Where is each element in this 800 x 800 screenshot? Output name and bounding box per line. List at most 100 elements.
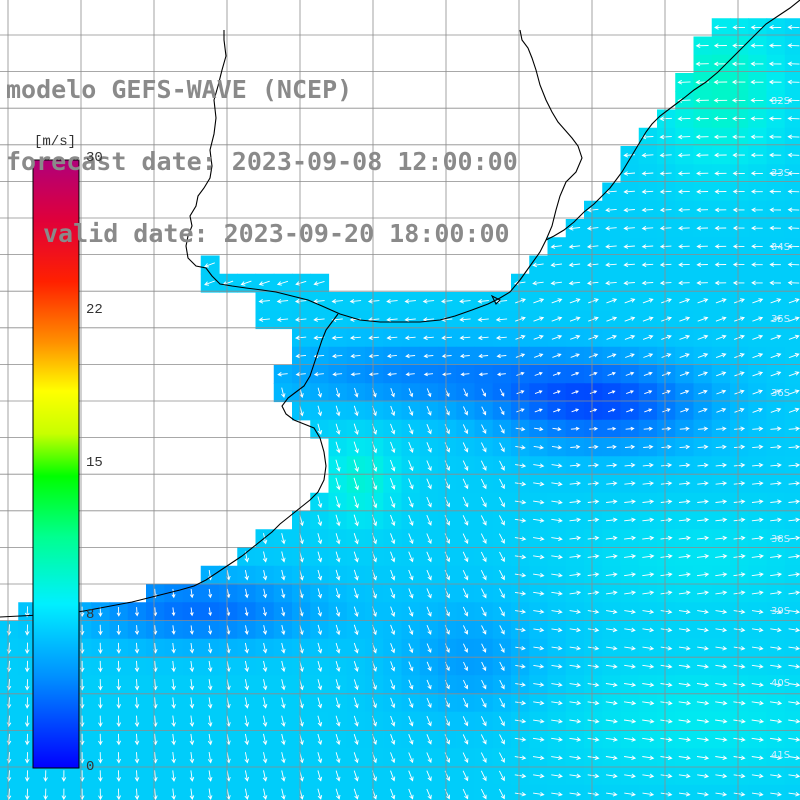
wind-arrow <box>480 716 487 727</box>
wind-arrow <box>335 459 341 472</box>
wind-arrow <box>715 590 728 596</box>
wind-arrow <box>750 43 764 48</box>
wind-arrow <box>606 334 617 340</box>
wind-arrow <box>533 718 545 724</box>
wind-arrow <box>770 682 783 688</box>
wind-arrow <box>262 607 267 617</box>
wind-arrow <box>244 570 249 581</box>
wind-arrow <box>408 661 414 672</box>
wind-arrow <box>553 390 561 395</box>
wind-arrow <box>769 225 782 231</box>
wind-arrow <box>98 752 103 764</box>
wind-arrow <box>733 517 746 523</box>
wind-arrow <box>478 372 488 377</box>
wind-arrow <box>294 317 307 322</box>
wind-arrow <box>624 609 636 615</box>
wind-arrow <box>550 262 562 268</box>
wind-arrow <box>281 387 286 399</box>
wind-arrow <box>390 423 396 435</box>
wind-arrow <box>606 791 618 797</box>
wind-arrow <box>678 700 692 706</box>
wind-arrow <box>587 627 600 633</box>
wind-arrow <box>587 517 600 523</box>
wind-arrow <box>659 207 672 213</box>
wind-arrow <box>331 299 343 304</box>
wind-vectors <box>6 24 800 800</box>
wind-arrow <box>295 335 307 341</box>
wind-arrow <box>208 607 212 617</box>
wind-arrow <box>480 460 487 471</box>
wind-arrow <box>171 625 176 635</box>
wind-arrow <box>751 244 763 249</box>
wind-speed-cell <box>474 784 494 800</box>
wind-arrow <box>390 551 396 563</box>
wind-arrow <box>569 535 582 541</box>
wind-arrow <box>408 624 414 636</box>
wind-arrow <box>569 590 582 596</box>
wind-arrow <box>678 627 691 633</box>
wind-arrow <box>788 791 800 797</box>
wind-arrow <box>514 791 527 797</box>
wind-arrow <box>386 335 398 341</box>
wind-arrow <box>696 207 709 213</box>
wind-arrow <box>335 569 341 581</box>
wind-arrow <box>678 664 691 669</box>
wind-arrow <box>423 353 434 359</box>
wind-arrow <box>551 645 563 651</box>
wind-arrow <box>533 627 545 633</box>
wind-arrow <box>680 389 690 395</box>
wind-arrow <box>678 609 691 615</box>
wind-arrow <box>679 353 690 359</box>
wind-arrow <box>332 372 343 377</box>
wind-arrow <box>641 171 654 176</box>
wind-arrow <box>462 625 469 635</box>
wind-arrow <box>587 535 600 541</box>
wind-arrow <box>478 353 489 359</box>
wind-speed-cell <box>547 784 567 800</box>
wind-arrow <box>551 334 563 340</box>
wind-arrow <box>679 334 691 340</box>
wind-arrow <box>770 627 782 633</box>
wind-arrow <box>353 496 359 509</box>
wind-arrow <box>551 718 563 724</box>
wind-arrow <box>426 661 432 672</box>
wind-arrow <box>642 645 655 651</box>
wind-arrow <box>695 98 709 103</box>
wind-arrow <box>752 426 764 432</box>
wind-arrow <box>408 460 414 472</box>
wind-arrow <box>733 773 746 779</box>
wind-arrow <box>605 517 618 523</box>
wind-arrow <box>171 715 176 728</box>
wind-arrow <box>262 551 268 563</box>
wind-arrow <box>335 441 341 454</box>
wind-arrow <box>679 462 691 468</box>
wind-arrow <box>171 788 176 800</box>
wind-arrow <box>713 79 728 85</box>
wind-arrow <box>750 152 764 158</box>
wind-arrow <box>390 734 396 745</box>
wind-arrow <box>715 553 728 559</box>
wind-arrow <box>624 590 637 596</box>
wind-arrow <box>787 61 800 67</box>
wind-arrow <box>642 682 655 688</box>
wind-speed-cell <box>784 638 800 658</box>
wind-arrow <box>295 353 307 359</box>
wind-arrow <box>770 791 782 797</box>
wind-arrow <box>787 225 800 231</box>
wind-speed-cell <box>784 675 800 695</box>
wind-arrow <box>244 642 249 654</box>
wind-arrow <box>751 535 764 541</box>
wind-speed-cell <box>255 784 275 800</box>
wind-arrow <box>98 660 103 673</box>
wind-arrow <box>281 697 286 709</box>
wind-arrow <box>353 679 359 691</box>
wind-arrow <box>244 788 250 800</box>
wind-arrow <box>679 426 690 431</box>
wind-arrow <box>587 718 600 724</box>
wind-arrow <box>750 189 763 194</box>
wind-arrow <box>714 262 727 267</box>
wind-arrow <box>404 335 416 341</box>
wind-arrow <box>606 499 618 504</box>
wind-arrow <box>677 189 690 195</box>
